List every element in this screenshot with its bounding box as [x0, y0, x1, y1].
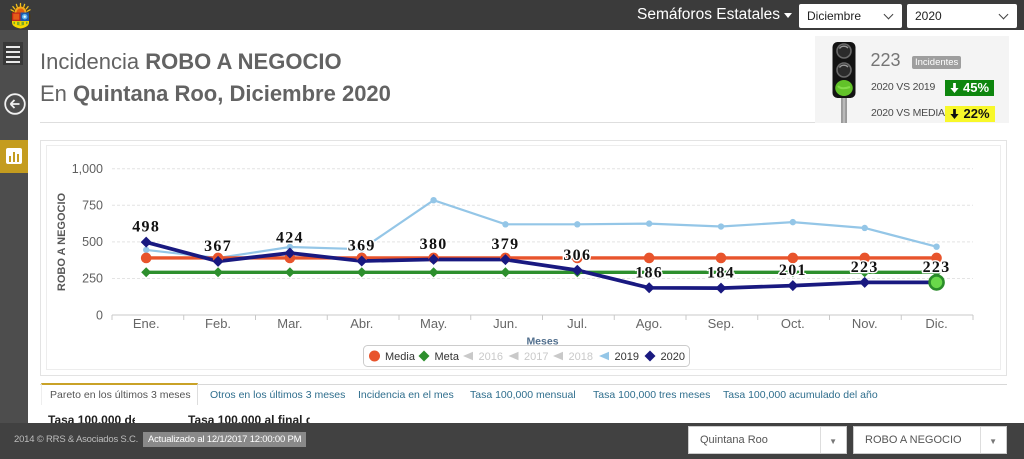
svg-text:Ago.: Ago. — [636, 316, 663, 331]
svg-text:Meta: Meta — [435, 351, 460, 363]
svg-text:2019: 2019 — [615, 351, 639, 363]
svg-text:2016: 2016 — [479, 351, 503, 363]
svg-text:Meses: Meses — [526, 336, 558, 348]
svg-text:Oct.: Oct. — [781, 316, 805, 331]
svg-text:1,000: 1,000 — [72, 162, 103, 176]
svg-text:498: 498 — [132, 219, 160, 236]
svg-text:0: 0 — [96, 308, 103, 322]
svg-text:Feb.: Feb. — [205, 316, 231, 331]
svg-text:ROBO A NEGOCIO: ROBO A NEGOCIO — [56, 192, 68, 291]
svg-text:201: 201 — [779, 262, 807, 279]
svg-text:424: 424 — [276, 229, 304, 246]
svg-text:379: 379 — [491, 236, 519, 253]
svg-text:223: 223 — [923, 259, 951, 276]
svg-text:369: 369 — [348, 238, 376, 255]
svg-text:2017: 2017 — [524, 351, 548, 363]
svg-text:186: 186 — [635, 264, 663, 281]
svg-text:Media: Media — [385, 351, 416, 363]
svg-text:2018: 2018 — [569, 351, 593, 363]
svg-text:750: 750 — [82, 199, 103, 213]
svg-text:306: 306 — [563, 247, 591, 264]
svg-text:Ene.: Ene. — [133, 316, 160, 331]
svg-text:223: 223 — [851, 259, 879, 276]
svg-text:380: 380 — [420, 236, 448, 253]
svg-text:Jun.: Jun. — [493, 316, 518, 331]
svg-text:Sep.: Sep. — [708, 316, 735, 331]
svg-text:Mar.: Mar. — [277, 316, 302, 331]
svg-text:184: 184 — [707, 265, 735, 282]
svg-text:367: 367 — [204, 238, 232, 255]
svg-text:Nov.: Nov. — [852, 316, 878, 331]
svg-text:Abr.: Abr. — [350, 316, 373, 331]
svg-text:Dic.: Dic. — [925, 316, 947, 331]
svg-text:2020: 2020 — [661, 351, 685, 363]
svg-text:May.: May. — [420, 316, 447, 331]
svg-text:250: 250 — [82, 272, 103, 286]
svg-text:Jul.: Jul. — [567, 316, 587, 331]
svg-text:500: 500 — [82, 235, 103, 249]
